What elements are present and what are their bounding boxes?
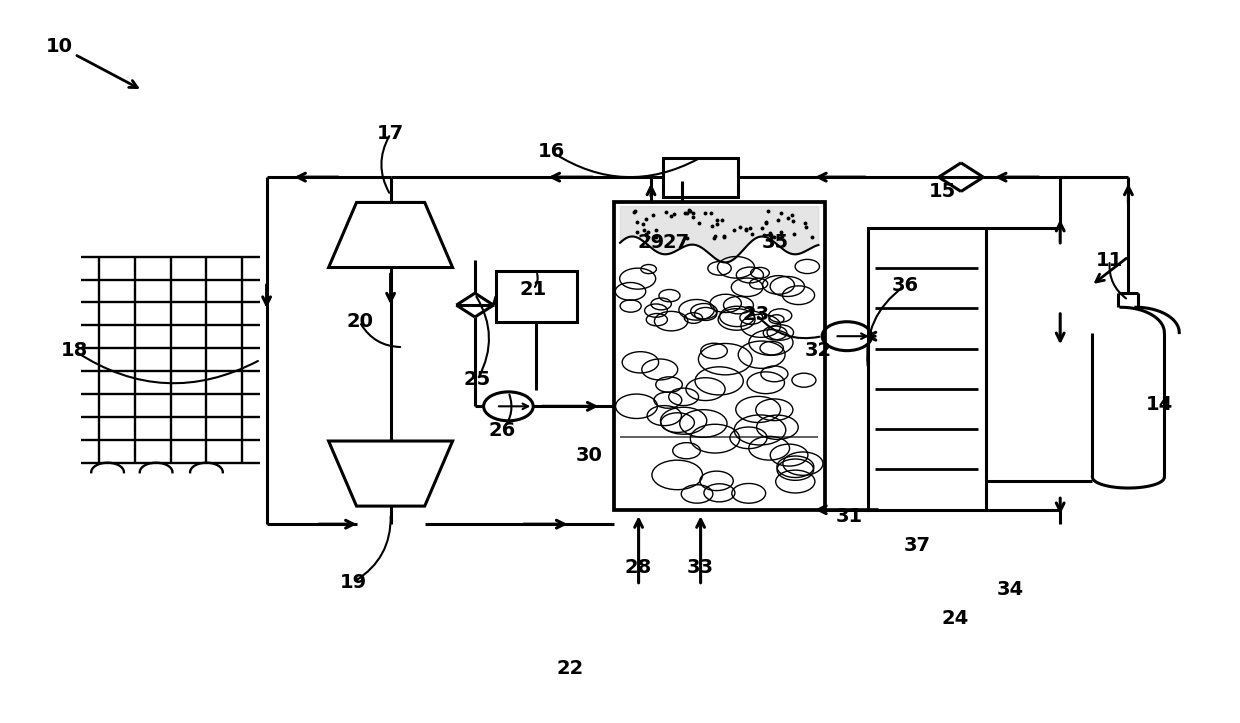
Text: 17: 17 [377,124,404,143]
Text: 29: 29 [637,233,665,252]
Text: 37: 37 [904,536,931,555]
Text: 34: 34 [997,580,1024,599]
Text: 27: 27 [662,233,689,252]
Bar [496,271,577,322]
Text: 18: 18 [61,341,88,360]
Text: 32: 32 [805,341,832,360]
Text: 16: 16 [538,142,565,161]
Text: 15: 15 [929,182,956,201]
Text: 14: 14 [1146,395,1173,414]
Text: 11: 11 [1096,251,1123,270]
Text: 28: 28 [625,558,652,577]
Text: 30: 30 [575,446,603,465]
Text: 23: 23 [743,305,770,324]
Text: 35: 35 [761,233,789,252]
Text: 36: 36 [892,276,919,295]
Text: 22: 22 [557,659,584,678]
Text: 24: 24 [941,609,968,628]
Text: 31: 31 [836,508,863,526]
Text: 25: 25 [464,370,491,389]
Bar [663,158,738,197]
Bar [868,228,986,510]
Text: 26: 26 [489,421,516,440]
Text: 21: 21 [520,280,547,299]
Text: 20: 20 [346,312,373,331]
Text: 19: 19 [340,573,367,591]
Text: 33: 33 [687,558,714,577]
Text: 10: 10 [46,38,73,56]
Bar [614,202,825,510]
